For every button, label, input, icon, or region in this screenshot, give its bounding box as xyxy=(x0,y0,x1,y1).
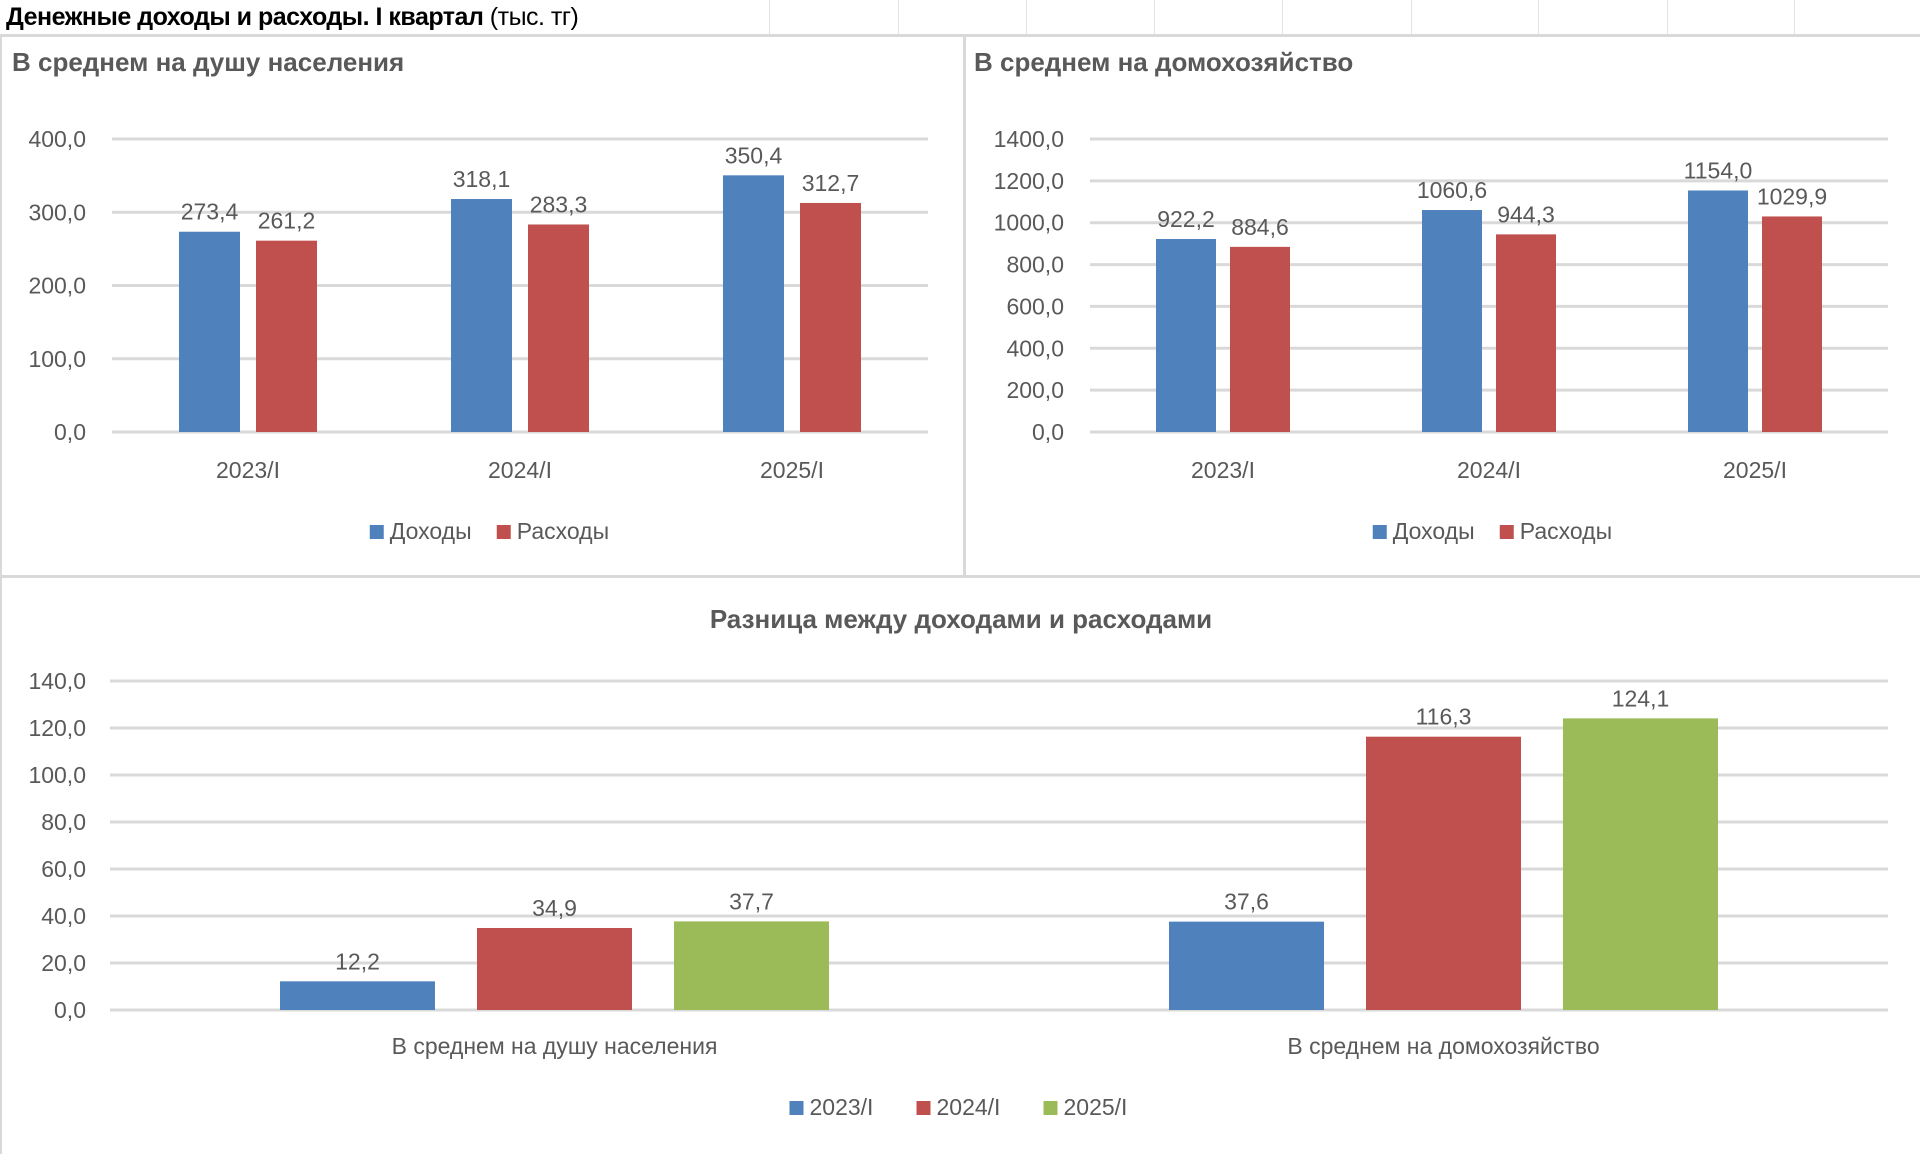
chart-divider-horizontal xyxy=(0,575,1920,578)
column-gridline xyxy=(1411,0,1412,34)
chart-title: Разница между доходами и расходами xyxy=(709,604,1213,634)
sheet-title-unit: (тыс. тг) xyxy=(489,3,579,31)
sheet-title: Денежные доходы и расходы. I квартал (ты… xyxy=(6,3,579,32)
chart-area-border xyxy=(0,37,2,1154)
sheet-header-row: Денежные доходы и расходы. I квартал (ты… xyxy=(0,0,1920,37)
column-gridline xyxy=(1538,0,1539,34)
chart-per-household[interactable]: В среднем на домохозяйство xyxy=(966,37,1920,575)
chart-divider-vertical xyxy=(963,37,966,577)
sheet-title-main: Денежные доходы и расходы. I квартал xyxy=(6,3,484,31)
chart-difference[interactable]: Разница между доходами и расходами xyxy=(2,578,1920,1154)
column-gridline xyxy=(769,0,770,34)
chart-title: В среднем на домохозяйство xyxy=(974,47,1354,77)
column-gridline xyxy=(1794,0,1795,34)
column-gridline xyxy=(1667,0,1668,34)
chart-per-capita[interactable]: В среднем на душу населения xyxy=(2,37,963,575)
column-gridline xyxy=(898,0,899,34)
chart-title: В среднем на душу населения xyxy=(12,47,405,77)
column-gridline xyxy=(1026,0,1027,34)
column-gridline xyxy=(1154,0,1155,34)
column-gridline xyxy=(1282,0,1283,34)
